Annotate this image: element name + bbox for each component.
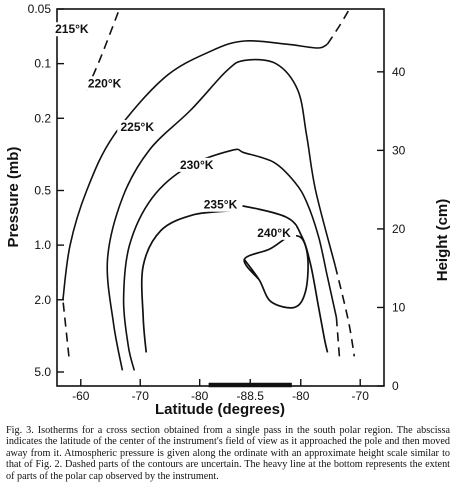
isotherm-label-225: 225°K [121, 120, 155, 134]
left-tick-label-3: 0.5 [34, 184, 51, 198]
figure-caption: Fig. 3. Isotherms for a cross section ob… [6, 425, 450, 482]
isotherm-label-220: 220°K [88, 76, 122, 90]
isotherm-label-215: 215°K [55, 22, 89, 36]
isotherm-label-235: 235°K [204, 198, 238, 212]
right-tick-label-4: 40 [392, 65, 406, 79]
right-tick-label-2: 20 [392, 222, 406, 236]
bottom-tick-label-3: -88.5 [237, 389, 265, 403]
x-axis-title: Latitude (degrees) [155, 401, 285, 418]
isotherm-contours [62, 8, 356, 371]
bottom-tick-label-0: -60 [72, 389, 90, 403]
isotherm-225-part-0 [106, 58, 336, 371]
left-tick-label-2: 0.2 [34, 111, 51, 125]
right-tick-label-0: 0 [392, 379, 399, 393]
isotherm-220-part-0 [62, 299, 70, 357]
isotherm-label-225-bg [117, 119, 160, 134]
bottom-axis-ticks: -60 -70 -80 -88.5 -80 -70 [72, 379, 369, 403]
bottom-tick-label-4: -80 [292, 389, 310, 403]
right-tick-label-1: 10 [392, 300, 406, 314]
isotherm-240 [243, 234, 309, 309]
isotherm-label-230-bg [176, 157, 219, 172]
left-tick-label-4: 1.0 [34, 238, 51, 252]
isotherm-label-215-bg [51, 22, 94, 37]
isotherm-225-part-1 [334, 265, 356, 357]
left-axis-ticks: 0.05 0.1 0.2 0.5 1.0 2.0 5.0 [28, 2, 64, 379]
bottom-tick-label-1: -70 [132, 389, 150, 403]
left-tick-label-5: 2.0 [34, 293, 51, 307]
bottom-tick-label-5: -70 [352, 389, 370, 403]
right-axis-ticks: 0 10 20 30 40 [377, 65, 406, 393]
isotherm-230-part-0 [122, 148, 338, 371]
left-tick-label-1: 0.1 [34, 57, 51, 71]
left-tick-label-6: 5.0 [34, 365, 51, 379]
left-tick-label-0: 0.05 [28, 2, 52, 16]
isotherm-220-part-2 [326, 8, 351, 45]
isotherm-label-235-bg [200, 197, 243, 212]
isotherm-230-part-1 [335, 317, 341, 357]
isotherm-label-240-bg [254, 225, 297, 240]
isotherm-235 [140, 203, 329, 353]
isotherm-labels: 215°K 220°K 225°K 230°K 235°K 240°K [51, 22, 297, 240]
y-axis-title-right: Height (cm) [434, 199, 451, 282]
right-tick-label-3: 30 [392, 143, 406, 157]
isotherm-220-part-1 [62, 39, 328, 300]
isotherm-label-240: 240°K [257, 226, 291, 240]
isotherm-label-220-bg [84, 76, 127, 91]
y-axis-title-left: Pressure (mb) [5, 147, 22, 248]
isotherm-label-230: 230°K [180, 158, 214, 172]
bottom-tick-label-2: -80 [191, 389, 209, 403]
